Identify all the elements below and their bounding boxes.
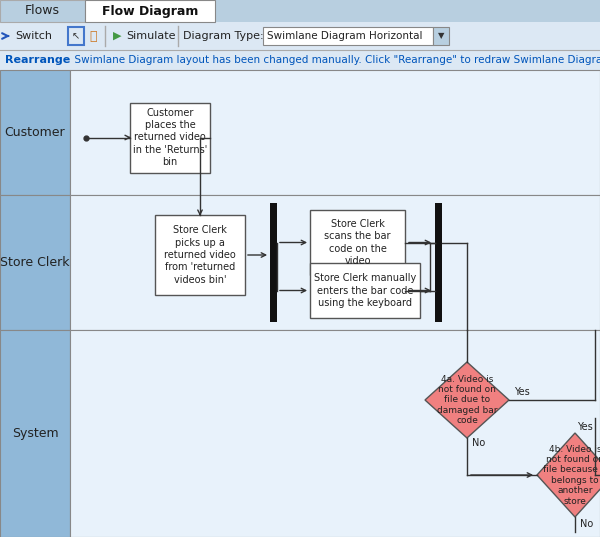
Bar bbox=[0, 330, 70, 537]
Text: Rearrange: Rearrange bbox=[5, 55, 70, 65]
Text: Swimlane Diagram layout has been changed manually. Click "Rearrange" to redraw S: Swimlane Diagram layout has been changed… bbox=[68, 55, 600, 65]
Text: Store Clerk manually
enters the bar code
using the keyboard: Store Clerk manually enters the bar code… bbox=[314, 273, 416, 308]
FancyBboxPatch shape bbox=[310, 263, 420, 318]
Text: Switch: Switch bbox=[15, 31, 52, 41]
Text: Customer
places the
returned video
in the 'Returns'
bin: Customer places the returned video in th… bbox=[133, 108, 207, 168]
Text: Store Clerk: Store Clerk bbox=[0, 256, 70, 269]
FancyBboxPatch shape bbox=[0, 0, 85, 22]
Bar bbox=[70, 195, 600, 330]
Bar bbox=[0, 50, 600, 70]
Text: Yes: Yes bbox=[514, 387, 530, 397]
Bar bbox=[270, 203, 277, 322]
Text: System: System bbox=[11, 427, 58, 440]
Polygon shape bbox=[425, 362, 509, 438]
Text: Store Clerk
picks up a
returned video
from 'returned
videos bin': Store Clerk picks up a returned video fr… bbox=[164, 225, 236, 285]
FancyBboxPatch shape bbox=[68, 27, 84, 45]
Bar bbox=[0, 70, 70, 195]
Text: Swimlane Diagram Horizontal: Swimlane Diagram Horizontal bbox=[267, 31, 422, 41]
Text: No: No bbox=[472, 438, 485, 448]
Text: ↖: ↖ bbox=[72, 31, 80, 41]
FancyBboxPatch shape bbox=[263, 27, 433, 45]
Text: Flows: Flows bbox=[25, 4, 59, 18]
Text: No: No bbox=[580, 519, 593, 529]
Text: Diagram Type:: Diagram Type: bbox=[183, 31, 263, 41]
Text: ▼: ▼ bbox=[438, 32, 444, 40]
Bar bbox=[0, 22, 600, 50]
Polygon shape bbox=[537, 433, 600, 517]
Bar bbox=[0, 195, 70, 330]
Text: 4a. Video is
not found on
file due to
damaged bar
code: 4a. Video is not found on file due to da… bbox=[437, 375, 497, 425]
FancyBboxPatch shape bbox=[155, 215, 245, 295]
Text: ✋: ✋ bbox=[89, 30, 97, 42]
Text: 4b. Video is
not found on
file because it
belongs to
another
store: 4b. Video is not found on file because i… bbox=[543, 445, 600, 505]
FancyBboxPatch shape bbox=[433, 27, 449, 45]
Bar bbox=[435, 203, 442, 322]
Bar bbox=[70, 330, 600, 537]
Text: Flow Diagram: Flow Diagram bbox=[102, 4, 198, 18]
Text: Store Clerk
scans the bar
code on the
video: Store Clerk scans the bar code on the vi… bbox=[324, 219, 391, 266]
Text: ▶: ▶ bbox=[113, 31, 121, 41]
Bar bbox=[70, 70, 600, 195]
Text: Customer: Customer bbox=[5, 126, 65, 139]
Text: Yes: Yes bbox=[577, 422, 593, 432]
FancyBboxPatch shape bbox=[310, 210, 405, 275]
Text: Simulate: Simulate bbox=[126, 31, 176, 41]
FancyBboxPatch shape bbox=[130, 103, 210, 172]
FancyBboxPatch shape bbox=[85, 0, 215, 22]
Bar bbox=[0, 0, 600, 22]
